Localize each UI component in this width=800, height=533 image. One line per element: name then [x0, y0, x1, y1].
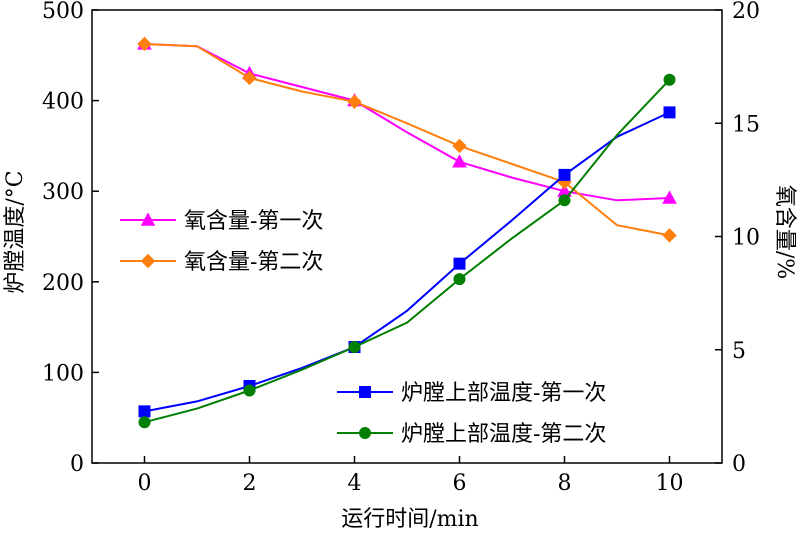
- x-tick-label: 8: [558, 471, 572, 496]
- series-2-line: [144, 43, 670, 237]
- series-2-point: [452, 138, 467, 154]
- series-4-line: [144, 79, 671, 424]
- series-4-point: [558, 194, 571, 207]
- series-1: [137, 36, 677, 204]
- right-y-axis-title: 氧含量/%: [772, 185, 797, 279]
- right-y-tick-label: 15: [732, 112, 760, 137]
- legend-marker: [359, 386, 371, 398]
- x-tick-label: 10: [656, 471, 684, 496]
- legend-label: 炉膛上部温度-第一次: [401, 381, 606, 406]
- series-2-point: [347, 94, 362, 109]
- left-y-tick-label: 200: [42, 271, 84, 296]
- series-3-line: [144, 111, 670, 413]
- left-y-tick-label: 500: [42, 0, 84, 24]
- x-tick-label: 6: [453, 471, 467, 496]
- x-axis-ticks: 0 2 4 6 8 10: [138, 456, 684, 496]
- series-3-point: [558, 168, 571, 181]
- legend-item: 炉膛上部温度-第二次: [337, 422, 606, 447]
- left-y-tick-label: 300: [42, 180, 84, 205]
- series-2-point: [137, 36, 152, 52]
- series-1-point: [662, 190, 677, 204]
- series-4-point: [663, 73, 676, 86]
- series-3-point: [663, 106, 676, 119]
- series-4-point: [348, 341, 361, 354]
- left-y-tick-label: 400: [42, 90, 84, 115]
- x-tick-label: 4: [348, 471, 362, 496]
- x-axis-title: 运行时间/min: [341, 507, 478, 532]
- series-3-point: [138, 405, 151, 418]
- series-4-point: [453, 273, 466, 286]
- right-y-tick-label: 10: [732, 226, 760, 251]
- series-1-point: [452, 154, 467, 168]
- right-y-tick-label: 20: [732, 0, 760, 24]
- left-y-tick-label: 100: [42, 361, 84, 386]
- series-4-point: [138, 416, 151, 429]
- legend-label: 氧含量-第二次: [184, 250, 323, 275]
- right-y-tick-label: 0: [732, 452, 746, 477]
- legend-marker: [359, 427, 371, 439]
- legend-item: 氧含量-第一次: [120, 209, 323, 234]
- legend-item: 炉膛上部温度-第一次: [337, 381, 606, 406]
- series-3-point: [453, 257, 466, 270]
- legend-label: 氧含量-第一次: [184, 209, 323, 234]
- series-2-point: [662, 228, 677, 243]
- legend-marker: [140, 212, 156, 226]
- left-y-tick-label: 0: [70, 452, 84, 477]
- x-tick-label: 2: [243, 471, 257, 496]
- right-y-tick-label: 5: [732, 339, 746, 364]
- series-2-point: [242, 70, 257, 86]
- left-y-axis-ticks: 0 100 200 300 400 500: [42, 0, 99, 477]
- series-4: [138, 73, 676, 429]
- x-tick-label: 0: [138, 471, 152, 496]
- legend-marker: [140, 253, 156, 269]
- right-y-axis-ticks: 0 5 10 15 20: [715, 0, 760, 477]
- series-4-point: [243, 384, 256, 397]
- series-1-line: [144, 43, 670, 202]
- legend-label: 炉膛上部温度-第二次: [401, 422, 606, 447]
- left-y-axis-title: 炉膛温度/°C: [3, 170, 28, 293]
- legend-item: 氧含量-第二次: [120, 250, 323, 275]
- series-layer: [137, 36, 677, 429]
